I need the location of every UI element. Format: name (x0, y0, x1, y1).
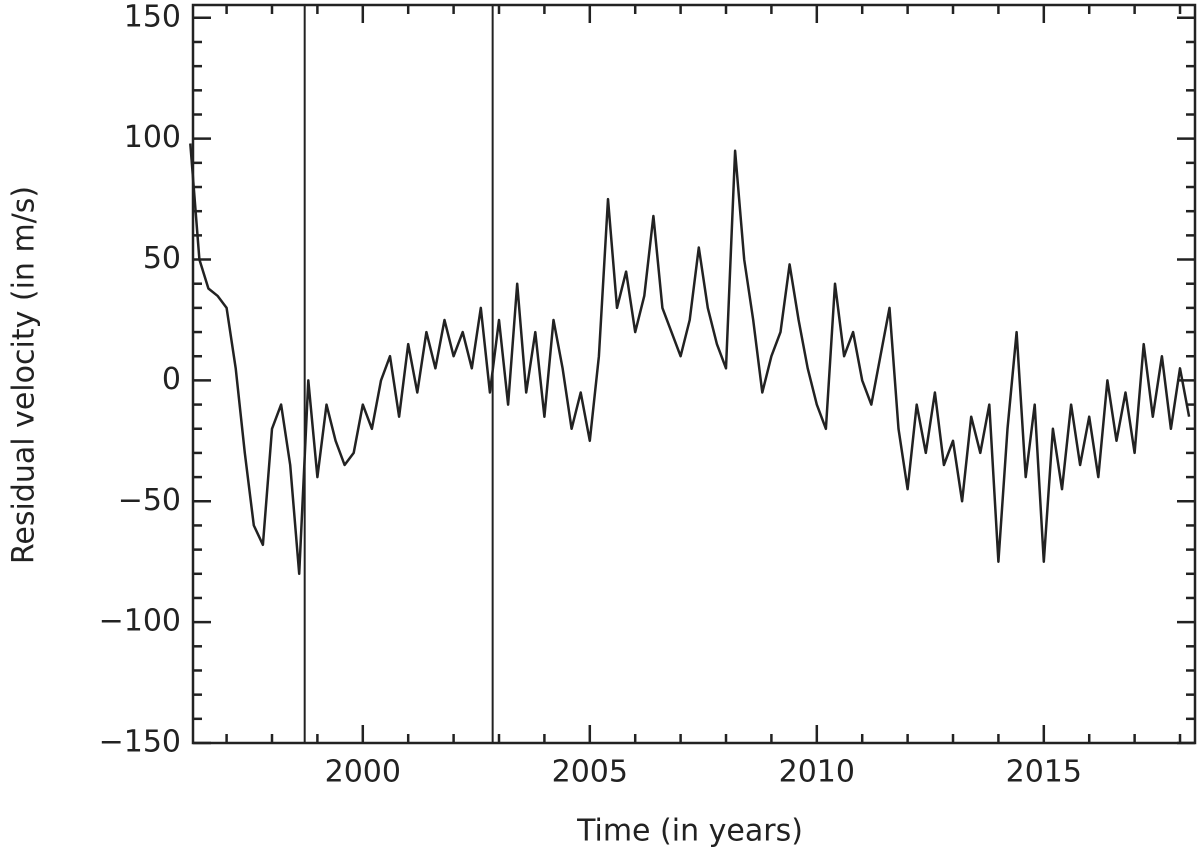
y-tick-label: −100 (99, 604, 181, 639)
y-tick-label: 100 (124, 120, 181, 155)
x-tick-label: 2005 (552, 755, 628, 790)
x-tick-label: 2010 (779, 755, 855, 790)
plot-frame (191, 3, 1197, 745)
y-tick-label: 150 (124, 0, 181, 34)
x-tick-label: 2015 (1006, 755, 1082, 790)
y-tick-label: 0 (162, 362, 181, 397)
y-axis-label: Residual velocity (in m/s) (7, 186, 42, 564)
x-tick-label: 2000 (325, 755, 401, 790)
y-tick-label: 50 (143, 241, 181, 276)
y-tick-label: −150 (99, 725, 181, 760)
data-line (189, 143, 1191, 576)
x-axis-label: Time (in years) (576, 814, 803, 849)
y-tick-label: −50 (118, 483, 181, 518)
